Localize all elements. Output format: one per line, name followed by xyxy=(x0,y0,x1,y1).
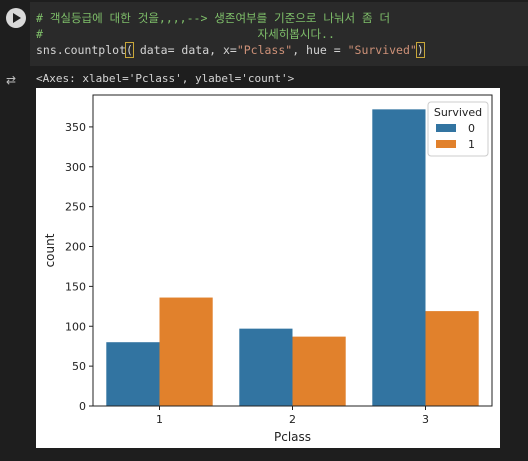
y-tick-label: 0 xyxy=(79,400,86,413)
legend-swatch-1 xyxy=(436,140,456,148)
y-tick-label: 100 xyxy=(65,320,86,333)
code-hue-string: "Survived" xyxy=(347,43,417,57)
code-arg-hue: , hue = xyxy=(292,43,348,57)
x-tick-label: 3 xyxy=(422,413,429,426)
run-cell-button[interactable] xyxy=(6,8,26,28)
code-arg-data: data= data, x= xyxy=(132,43,237,57)
bar-2-series-1 xyxy=(292,336,346,406)
legend-label-0: 0 xyxy=(468,122,475,135)
x-axis-label: Pclass xyxy=(274,430,311,444)
y-tick-label: 150 xyxy=(65,280,86,293)
bar-1-series-0 xyxy=(106,342,160,406)
close-paren: ) xyxy=(415,42,425,58)
legend-label-1: 1 xyxy=(468,138,475,151)
bar-1-series-1 xyxy=(159,297,213,406)
output-text: <Axes: xlabel='Pclass', ylabel='count'> xyxy=(36,72,295,85)
countplot-chart: 0 50 100 150 200 250 300 350 1 2 3 Pclass count Surv… xyxy=(43,94,493,444)
bar-3-series-0 xyxy=(372,109,426,406)
output-toggle-icon[interactable]: ⇄ xyxy=(6,73,17,87)
code-editor[interactable]: # 객실등급에 대한 것을,,,,--> 생존여부를 기준으로 나눠서 좀 더 … xyxy=(30,2,528,66)
y-axis-label: count xyxy=(43,233,57,267)
bar-2-series-0 xyxy=(239,328,293,406)
open-paren: ( xyxy=(125,42,134,58)
y-tick-label: 50 xyxy=(72,360,86,373)
y-tick-label: 200 xyxy=(65,241,86,254)
code-x-string: "Pclass" xyxy=(236,43,293,57)
x-tick-label: 2 xyxy=(289,413,296,426)
code-comment-line-2: # 자세히봅시다.. xyxy=(36,27,335,41)
legend-title: Survived xyxy=(434,106,482,119)
x-tick-label: 1 xyxy=(156,413,163,426)
code-comment-line-1: # 객실등급에 대한 것을,,,,--> 생존여부를 기준으로 나눠서 좀 더 xyxy=(36,11,391,25)
y-tick-label: 350 xyxy=(65,121,86,134)
plot-output: 0 50 100 150 200 250 300 350 1 2 3 Pclass count Surv… xyxy=(36,88,500,448)
bar-3-series-1 xyxy=(425,311,479,406)
legend-swatch-0 xyxy=(436,124,456,132)
y-tick-label: 250 xyxy=(65,201,86,214)
code-call: sns.countplot xyxy=(36,43,127,57)
y-tick-label: 300 xyxy=(65,161,86,174)
